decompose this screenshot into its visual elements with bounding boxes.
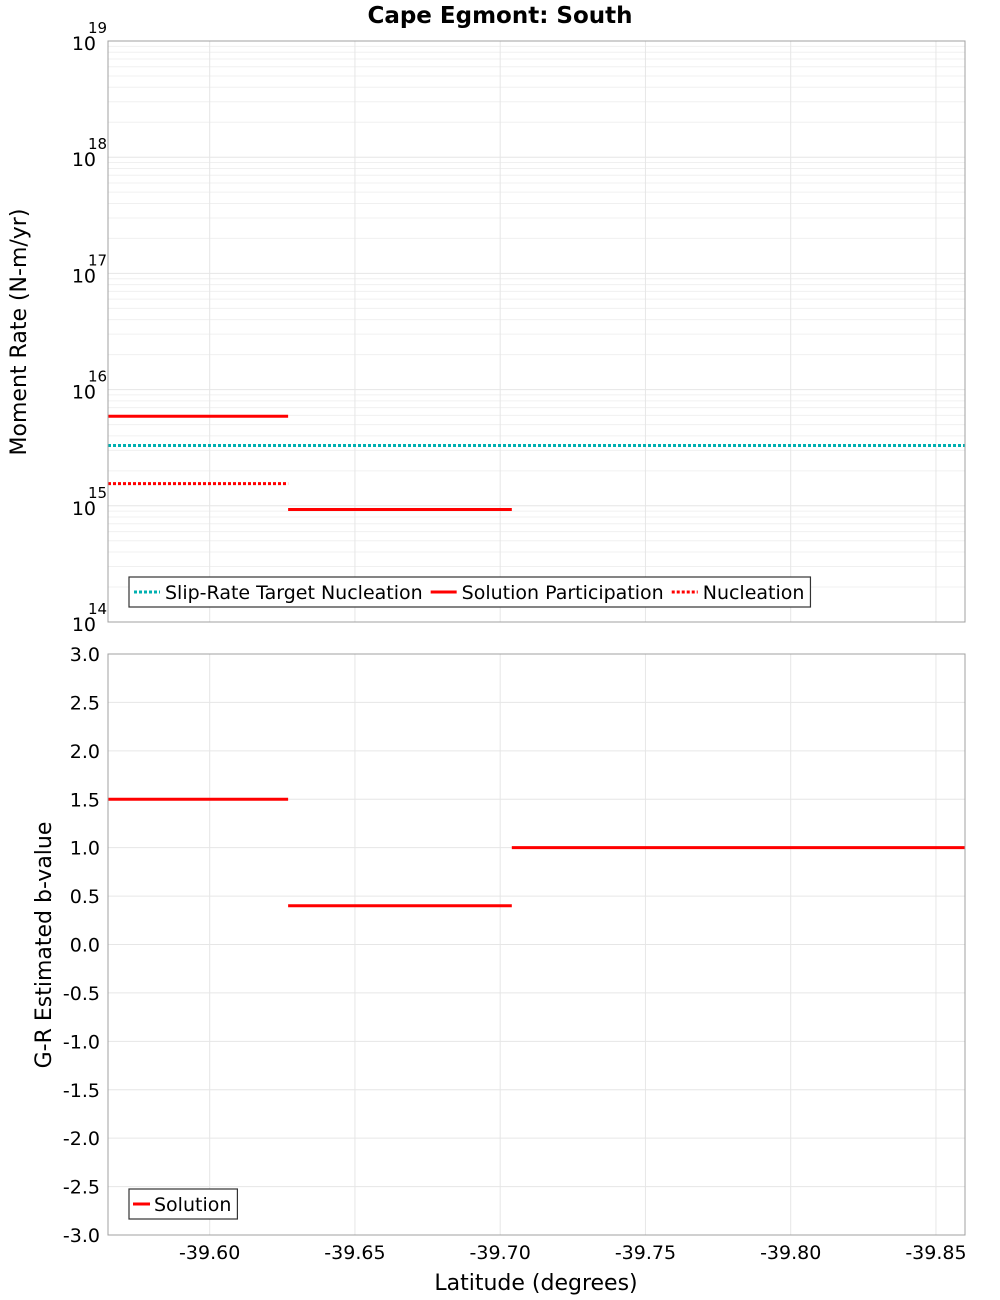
x-tick-label: -39.70 <box>470 1242 531 1264</box>
y-tick-label: 2.5 <box>70 692 100 714</box>
legend-label: Nucleation <box>703 582 805 604</box>
y-tick-exponent: 17 <box>88 251 107 269</box>
b-value-grid <box>108 653 965 1236</box>
y-tick-exponent: 18 <box>88 135 107 153</box>
legend-label: Solution Participation <box>462 582 664 604</box>
x-tick-label: -39.60 <box>179 1242 240 1264</box>
y-tick-label: 0.5 <box>70 886 100 908</box>
moment-rate-plot-frame <box>107 40 966 623</box>
legend-label: Slip-Rate Target Nucleation <box>165 582 423 604</box>
y-tick-label: -1.0 <box>63 1031 100 1053</box>
y-tick-exponent: 14 <box>88 600 107 618</box>
legend-label: Solution <box>154 1194 231 1216</box>
y-tick-label: 0.0 <box>70 935 100 957</box>
y-tick-label: 2.0 <box>70 741 100 763</box>
y-tick-label: -1.5 <box>63 1080 100 1102</box>
y-tick-label: 1.0 <box>70 838 100 860</box>
y-tick-label: 10 <box>72 614 96 636</box>
y-tick-label: 3.0 <box>70 644 100 666</box>
y-tick-label: 10 <box>72 265 96 287</box>
y-tick-label: 10 <box>72 33 96 55</box>
moment-rate-grid <box>108 40 965 623</box>
x-tick-label: -39.80 <box>760 1242 821 1264</box>
x-axis-ticks: -39.60 -39.65 -39.70 -39.75 -39.80 -39.85 <box>179 1242 967 1264</box>
x-tick-label: -39.65 <box>324 1242 385 1264</box>
moment-rate-legend: Slip-Rate Target Nucleation Solution Part… <box>128 576 812 608</box>
b-value-y-ticks: -3.0 -2.5 -2.0 -1.5 -1.0 -0.5 0.0 0.5 1.0 1.5 2.0 2… <box>63 644 100 1247</box>
y-tick-label: 10 <box>72 382 96 404</box>
y-tick-label: -2.5 <box>63 1177 100 1199</box>
y-tick-label: 1.5 <box>70 789 100 811</box>
b-value-y-axis-label: G-R Estimated b-value <box>32 822 57 1069</box>
y-tick-exponent: 16 <box>88 368 107 386</box>
x-tick-label: -39.85 <box>905 1242 966 1264</box>
x-axis-label: Latitude (degrees) <box>434 1271 637 1296</box>
y-tick-label: -3.0 <box>63 1225 100 1247</box>
b-value-legend: Solution <box>128 1188 239 1220</box>
b-value-plot-frame <box>107 653 966 1236</box>
moment-rate-y-axis-label: Moment Rate (N-m/yr) <box>7 209 32 456</box>
chart-title: Cape Egmont: South <box>367 3 632 29</box>
y-tick-exponent: 15 <box>88 484 107 502</box>
y-tick-label: 10 <box>72 149 96 171</box>
y-tick-exponent: 19 <box>88 19 107 37</box>
y-tick-label: -2.0 <box>63 1128 100 1150</box>
y-tick-label: 10 <box>72 498 96 520</box>
y-tick-label: -0.5 <box>63 983 100 1005</box>
x-tick-label: -39.75 <box>615 1242 676 1264</box>
b-value-panel: -3.0 -2.5 -2.0 -1.5 -1.0 -0.5 0.0 0.5 1.0 1.5 2.0 2… <box>32 644 966 1247</box>
b-value-series <box>108 797 965 908</box>
